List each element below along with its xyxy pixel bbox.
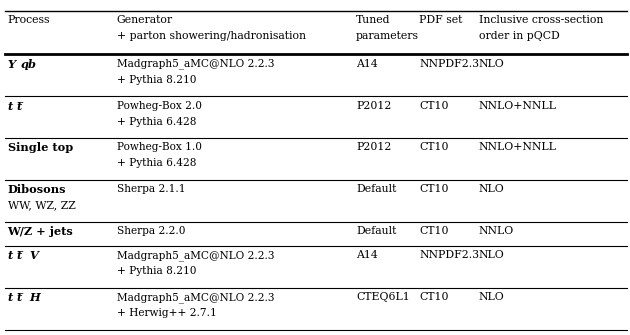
Text: P2012: P2012 bbox=[356, 142, 391, 152]
Text: + Pythia 8.210: + Pythia 8.210 bbox=[117, 75, 196, 85]
Text: + Pythia 8.210: + Pythia 8.210 bbox=[117, 266, 196, 276]
Text: Dibosons: Dibosons bbox=[8, 184, 66, 195]
Text: NLO: NLO bbox=[479, 292, 505, 302]
Text: NNPDF2.3: NNPDF2.3 bbox=[419, 59, 479, 69]
Text: t: t bbox=[8, 100, 13, 112]
Text: CT10: CT10 bbox=[419, 100, 449, 111]
Text: + Pythia 6.428: + Pythia 6.428 bbox=[117, 117, 196, 127]
Text: PDF set: PDF set bbox=[419, 15, 462, 25]
Text: Tuned: Tuned bbox=[356, 15, 391, 25]
Text: CT10: CT10 bbox=[419, 292, 449, 302]
Text: t: t bbox=[8, 292, 13, 303]
Text: H: H bbox=[29, 292, 40, 303]
Text: CT10: CT10 bbox=[419, 184, 449, 194]
Text: order in pQCD: order in pQCD bbox=[479, 31, 559, 41]
Text: W/Z + jets: W/Z + jets bbox=[8, 226, 73, 237]
Text: CT10: CT10 bbox=[419, 226, 449, 236]
Text: A14: A14 bbox=[356, 250, 378, 260]
Text: t̅: t̅ bbox=[18, 292, 23, 303]
Text: qb: qb bbox=[20, 59, 36, 70]
Text: NNLO+NNLL: NNLO+NNLL bbox=[479, 100, 557, 111]
Text: + parton showering/hadronisation: + parton showering/hadronisation bbox=[117, 31, 306, 41]
Text: Generator: Generator bbox=[117, 15, 173, 25]
Text: Inclusive cross-section: Inclusive cross-section bbox=[479, 15, 603, 25]
Text: Powheg-Box 2.0: Powheg-Box 2.0 bbox=[117, 100, 202, 111]
Text: NLO: NLO bbox=[479, 59, 505, 69]
Text: t: t bbox=[8, 250, 13, 261]
Text: Madgraph5_aMC@NLO 2.2.3: Madgraph5_aMC@NLO 2.2.3 bbox=[117, 59, 274, 69]
Text: Sherpa 2.1.1: Sherpa 2.1.1 bbox=[117, 184, 185, 194]
Text: A14: A14 bbox=[356, 59, 378, 69]
Text: Y: Y bbox=[8, 59, 16, 70]
Text: + Herwig++ 2.7.1: + Herwig++ 2.7.1 bbox=[117, 308, 216, 318]
Text: t̅: t̅ bbox=[18, 250, 23, 261]
Text: NLO: NLO bbox=[479, 184, 505, 194]
Text: Madgraph5_aMC@NLO 2.2.3: Madgraph5_aMC@NLO 2.2.3 bbox=[117, 250, 274, 261]
Text: Process: Process bbox=[8, 15, 50, 25]
Text: Default: Default bbox=[356, 184, 396, 194]
Text: NNLO: NNLO bbox=[479, 226, 514, 236]
Text: WW, WZ, ZZ: WW, WZ, ZZ bbox=[8, 200, 76, 210]
Text: NNLO+NNLL: NNLO+NNLL bbox=[479, 142, 557, 152]
Text: NLO: NLO bbox=[479, 250, 505, 260]
Text: P2012: P2012 bbox=[356, 100, 391, 111]
Text: parameters: parameters bbox=[356, 31, 419, 41]
Text: Default: Default bbox=[356, 226, 396, 236]
Text: Madgraph5_aMC@NLO 2.2.3: Madgraph5_aMC@NLO 2.2.3 bbox=[117, 292, 274, 303]
Text: Powheg-Box 1.0: Powheg-Box 1.0 bbox=[117, 142, 202, 152]
Text: Sherpa 2.2.0: Sherpa 2.2.0 bbox=[117, 226, 185, 236]
Text: V: V bbox=[29, 250, 38, 261]
Text: NNPDF2.3: NNPDF2.3 bbox=[419, 250, 479, 260]
Text: t̅: t̅ bbox=[18, 100, 23, 112]
Text: CT10: CT10 bbox=[419, 142, 449, 152]
Text: CTEQ6L1: CTEQ6L1 bbox=[356, 292, 410, 302]
Text: + Pythia 6.428: + Pythia 6.428 bbox=[117, 158, 196, 169]
Text: Single top: Single top bbox=[8, 142, 73, 153]
